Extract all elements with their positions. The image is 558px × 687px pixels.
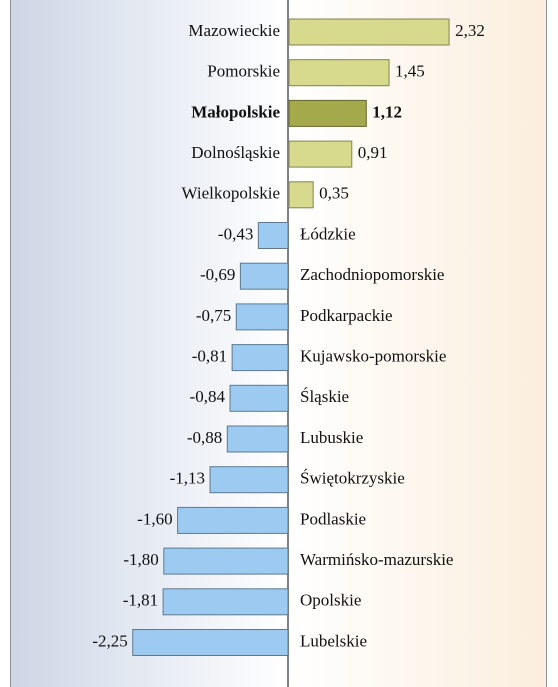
category-label: Śląskie	[300, 387, 349, 406]
category-label: Małopolskie	[191, 102, 280, 121]
value-label: 1,12	[372, 102, 402, 121]
category-label: Kujawsko-pomorskie	[300, 347, 446, 366]
bar	[209, 466, 289, 494]
value-label: -0,81	[192, 347, 227, 366]
bar	[162, 588, 289, 616]
value-label: -1,13	[170, 469, 205, 488]
bar	[288, 140, 353, 168]
value-label: -1,60	[137, 509, 172, 528]
category-label: Wielkopolskie	[182, 184, 280, 203]
category-label: Zachodniopomorskie	[300, 265, 444, 284]
value-label: 1,45	[395, 62, 425, 81]
category-label: Opolskie	[300, 591, 361, 610]
value-label: -1,81	[123, 591, 158, 610]
category-label: Lubelskie	[300, 631, 367, 650]
bar	[257, 222, 289, 249]
category-label: Mazowieckie	[188, 21, 280, 40]
bar	[288, 18, 450, 46]
bar	[235, 303, 289, 331]
value-label: -1,80	[123, 550, 158, 569]
bar	[226, 425, 289, 453]
category-label: Pomorskie	[207, 62, 280, 81]
bar	[288, 99, 367, 127]
value-label: 0,91	[358, 143, 388, 162]
value-label: 2,32	[455, 21, 485, 40]
category-label: Podkarpackie	[300, 306, 393, 325]
category-label: Podlaskie	[300, 509, 366, 528]
value-label: -0,84	[190, 387, 226, 406]
category-label: Świętokrzyskie	[300, 469, 405, 488]
bar	[239, 262, 289, 290]
value-label: -0,88	[187, 428, 222, 447]
bar	[132, 629, 289, 656]
bar	[229, 384, 289, 412]
value-label: -2,25	[92, 631, 127, 650]
value-label: -0,43	[218, 224, 253, 243]
bar	[231, 344, 289, 372]
category-label: Warmińsko-mazurskie	[300, 550, 453, 569]
category-label: Łódzkie	[300, 224, 356, 243]
bar	[288, 59, 390, 87]
value-label: 0,35	[319, 184, 349, 203]
bar	[288, 181, 314, 209]
bar	[177, 506, 289, 534]
value-label: -0,75	[196, 306, 231, 325]
category-label: Lubuskie	[300, 428, 363, 447]
category-label: Dolnośląskie	[191, 143, 280, 162]
value-label: -0,69	[200, 265, 235, 284]
bar	[163, 547, 289, 575]
